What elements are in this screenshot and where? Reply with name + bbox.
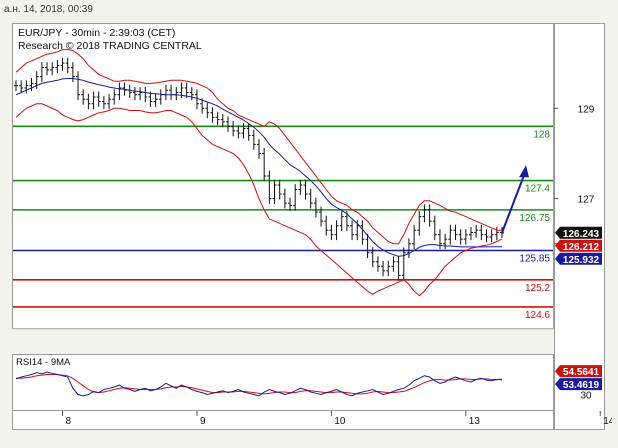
x-tick-label: 10 — [334, 416, 346, 427]
x-tick-label: 8 — [66, 416, 72, 427]
price-tick-label: 129 — [578, 104, 595, 115]
price-axis — [554, 23, 605, 430]
level-label: 125.2 — [525, 283, 550, 294]
level-lines: 128 127.4 126.75 125.85 125.2 124.6 — [13, 125, 553, 321]
window-header: а.н. 14, 2018, 00:39 — [0, 0, 618, 22]
level-label: 124.6 — [525, 310, 550, 321]
price-tag-label: 126.212 — [563, 242, 600, 253]
x-tick-label: 14 — [603, 416, 612, 427]
price-tag — [555, 226, 602, 239]
timestamp-label: а.н. 14, 2018, 00:39 — [4, 4, 93, 15]
rsi-tag-label: 53.4619 — [563, 380, 600, 391]
rsi-tick-label: 30 — [580, 391, 592, 402]
price-chart: EUR/JPY - 30min - 2:39:03 (CET) Research… — [12, 23, 615, 430]
bollinger-band-line — [15, 49, 502, 245]
price-tag-label: 126.243 — [563, 229, 600, 240]
price-tag-label: 125.932 — [563, 255, 600, 266]
level-label: 128 — [533, 129, 550, 140]
level-label: 126.75 — [519, 213, 550, 224]
forecast-arrow-head — [519, 165, 529, 178]
rsi-series — [15, 371, 503, 397]
chart-container: EUR/JPY - 30min - 2:39:03 (CET) Research… — [12, 23, 615, 443]
rsi-line — [15, 371, 503, 397]
x-tick-label: 9 — [200, 416, 206, 427]
price-tag — [555, 252, 602, 265]
chart-research-credit: Research © 2018 TRADING CENTRAL — [18, 40, 202, 52]
price-tags: 126.243 126.212 125.932 54.5641 53.4619 — [555, 226, 602, 391]
rsi-tag — [555, 365, 602, 378]
level-label: 125.85 — [519, 254, 550, 265]
level-label: 127.4 — [525, 184, 550, 195]
price-tag — [555, 239, 602, 252]
price-panel — [12, 23, 554, 329]
rsi-title: RSI14 - 9MA — [16, 357, 71, 368]
x-tick-label: 13 — [469, 416, 481, 427]
rsi-tag — [555, 378, 602, 391]
moving-average-line — [15, 78, 502, 257]
chart-symbol-title: EUR/JPY - 30min - 2:39:03 (CET) — [18, 27, 175, 39]
bollinger-band-line — [15, 103, 503, 297]
rsi-panel — [12, 354, 554, 411]
price-tick-label: 127 — [578, 195, 595, 206]
time-axis — [12, 410, 554, 430]
forecast-arrow-shaft — [501, 174, 525, 234]
rsi-tag-label: 54.5641 — [563, 367, 600, 378]
price-series — [14, 49, 529, 297]
